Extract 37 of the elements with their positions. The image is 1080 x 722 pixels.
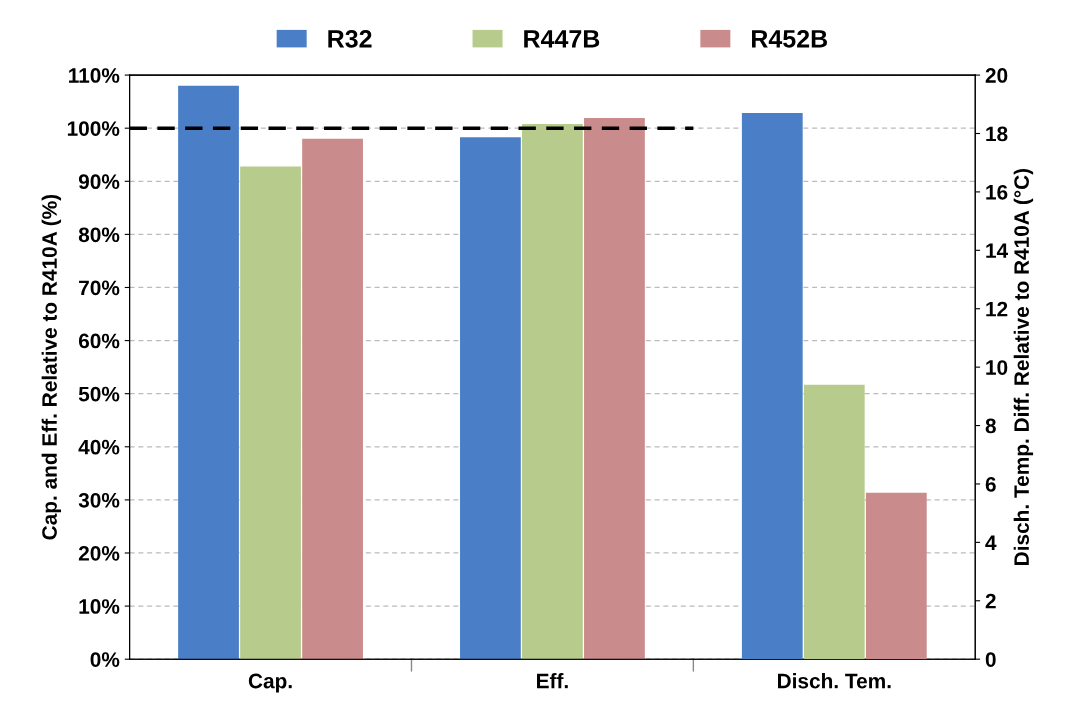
y-tick-label: 0%	[90, 652, 120, 667]
bar	[240, 166, 301, 660]
y2-tick-label: 16	[986, 184, 1008, 200]
y2-tick-label: 14	[986, 243, 1009, 258]
legend-label: R447B	[524, 30, 600, 48]
y-axis-title: Cap. and Eff. Relative to R410A (%)	[41, 194, 62, 540]
y-tick-label: 110%	[69, 68, 120, 83]
legend-label: R32	[328, 29, 372, 48]
y2-tick-label: 0	[985, 652, 996, 667]
x-tick-label: Eff.	[537, 673, 568, 689]
y2-tick-label: 18	[986, 126, 1008, 142]
y-tick-label: 90%	[78, 174, 120, 190]
y-tick-label: 40%	[78, 439, 120, 455]
y-tick-label: 50%	[78, 386, 120, 402]
y-tick-label: 30%	[78, 492, 120, 508]
bar	[522, 123, 583, 660]
y-tick-label: 10%	[79, 599, 120, 614]
bar	[584, 118, 645, 660]
y2-axis-title: Disch. Temp. Diff. Relative to R410A (°C)	[1013, 168, 1034, 565]
y-tick-label: 100%	[67, 121, 120, 136]
bar	[460, 137, 521, 660]
bar	[178, 85, 239, 660]
legend-label: R452B	[752, 29, 828, 48]
y-tick-label: 80%	[78, 227, 120, 243]
y2-tick-label: 12	[986, 301, 1008, 317]
y2-tick-label: 2	[985, 593, 996, 609]
y-tick-label: 70%	[79, 280, 120, 296]
y-tick-label: 20%	[78, 545, 120, 561]
x-tick-label: Disch. Tem.	[778, 673, 891, 689]
y2-tick-label: 4	[985, 535, 997, 550]
y2-tick-label: 8	[985, 418, 996, 434]
y2-tick-label: 10	[986, 360, 1008, 375]
x-tick-label: Cap.	[248, 673, 292, 693]
y2-tick-label: 6	[985, 476, 996, 492]
y2-tick-label: 20	[985, 68, 1008, 83]
y-tick-label: 60%	[78, 333, 120, 349]
bar	[302, 138, 363, 660]
